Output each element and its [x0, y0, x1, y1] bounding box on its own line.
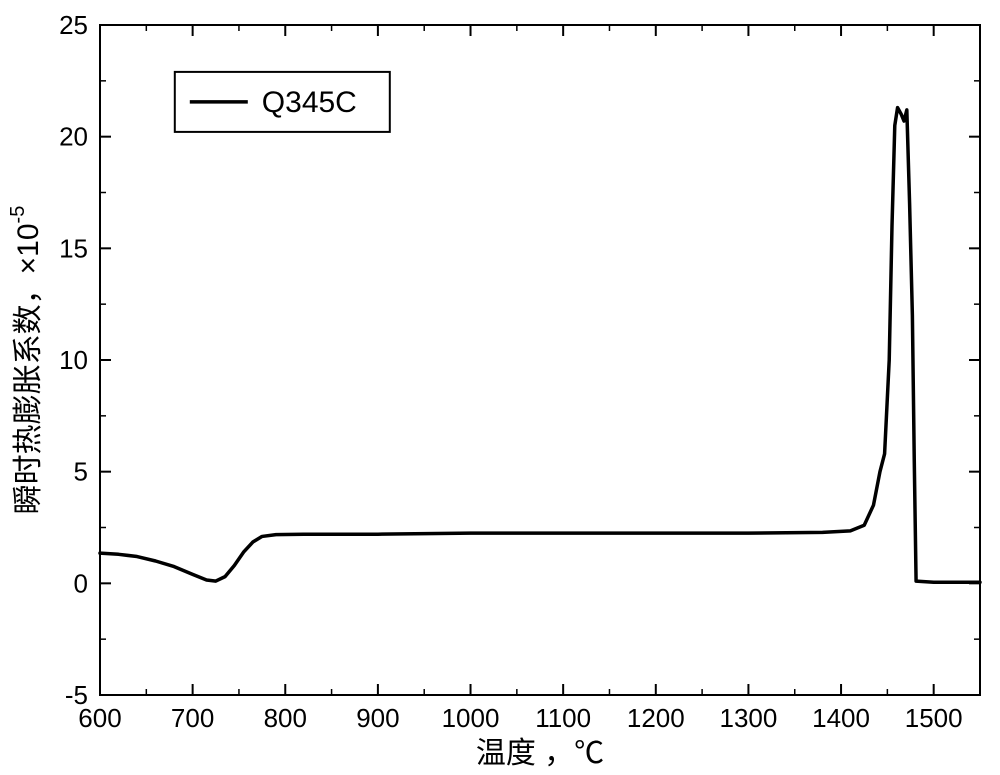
y-axis-title: 瞬时热膨胀系数，×10-5	[7, 206, 45, 515]
y-tick-label: 15	[59, 233, 88, 263]
x-tick-label: 1100	[535, 703, 591, 733]
x-axis-title: 温度 ，℃	[476, 737, 604, 770]
x-tick-label: 800	[264, 703, 307, 733]
y-tick-label: 10	[59, 345, 88, 375]
y-tick-label: 5	[74, 457, 88, 487]
thermal-expansion-chart: 600700800900100011001200130014001500-505…	[0, 0, 1000, 775]
x-tick-label: 1500	[905, 703, 963, 733]
y-tick-label: 25	[59, 10, 88, 40]
y-tick-label: 20	[59, 122, 88, 152]
y-tick-label: 0	[74, 568, 88, 598]
x-tick-label: 900	[356, 703, 399, 733]
plot-frame	[100, 25, 980, 695]
x-tick-label: 1200	[627, 703, 685, 733]
chart-svg: 600700800900100011001200130014001500-505…	[0, 0, 1000, 775]
x-tick-label: 700	[171, 703, 214, 733]
legend-label: Q345C	[262, 86, 357, 119]
x-tick-label: 1300	[719, 703, 777, 733]
x-tick-label: 1400	[812, 703, 870, 733]
x-tick-label: 1000	[442, 703, 500, 733]
series-line	[100, 108, 980, 583]
y-tick-label: -5	[65, 680, 88, 710]
